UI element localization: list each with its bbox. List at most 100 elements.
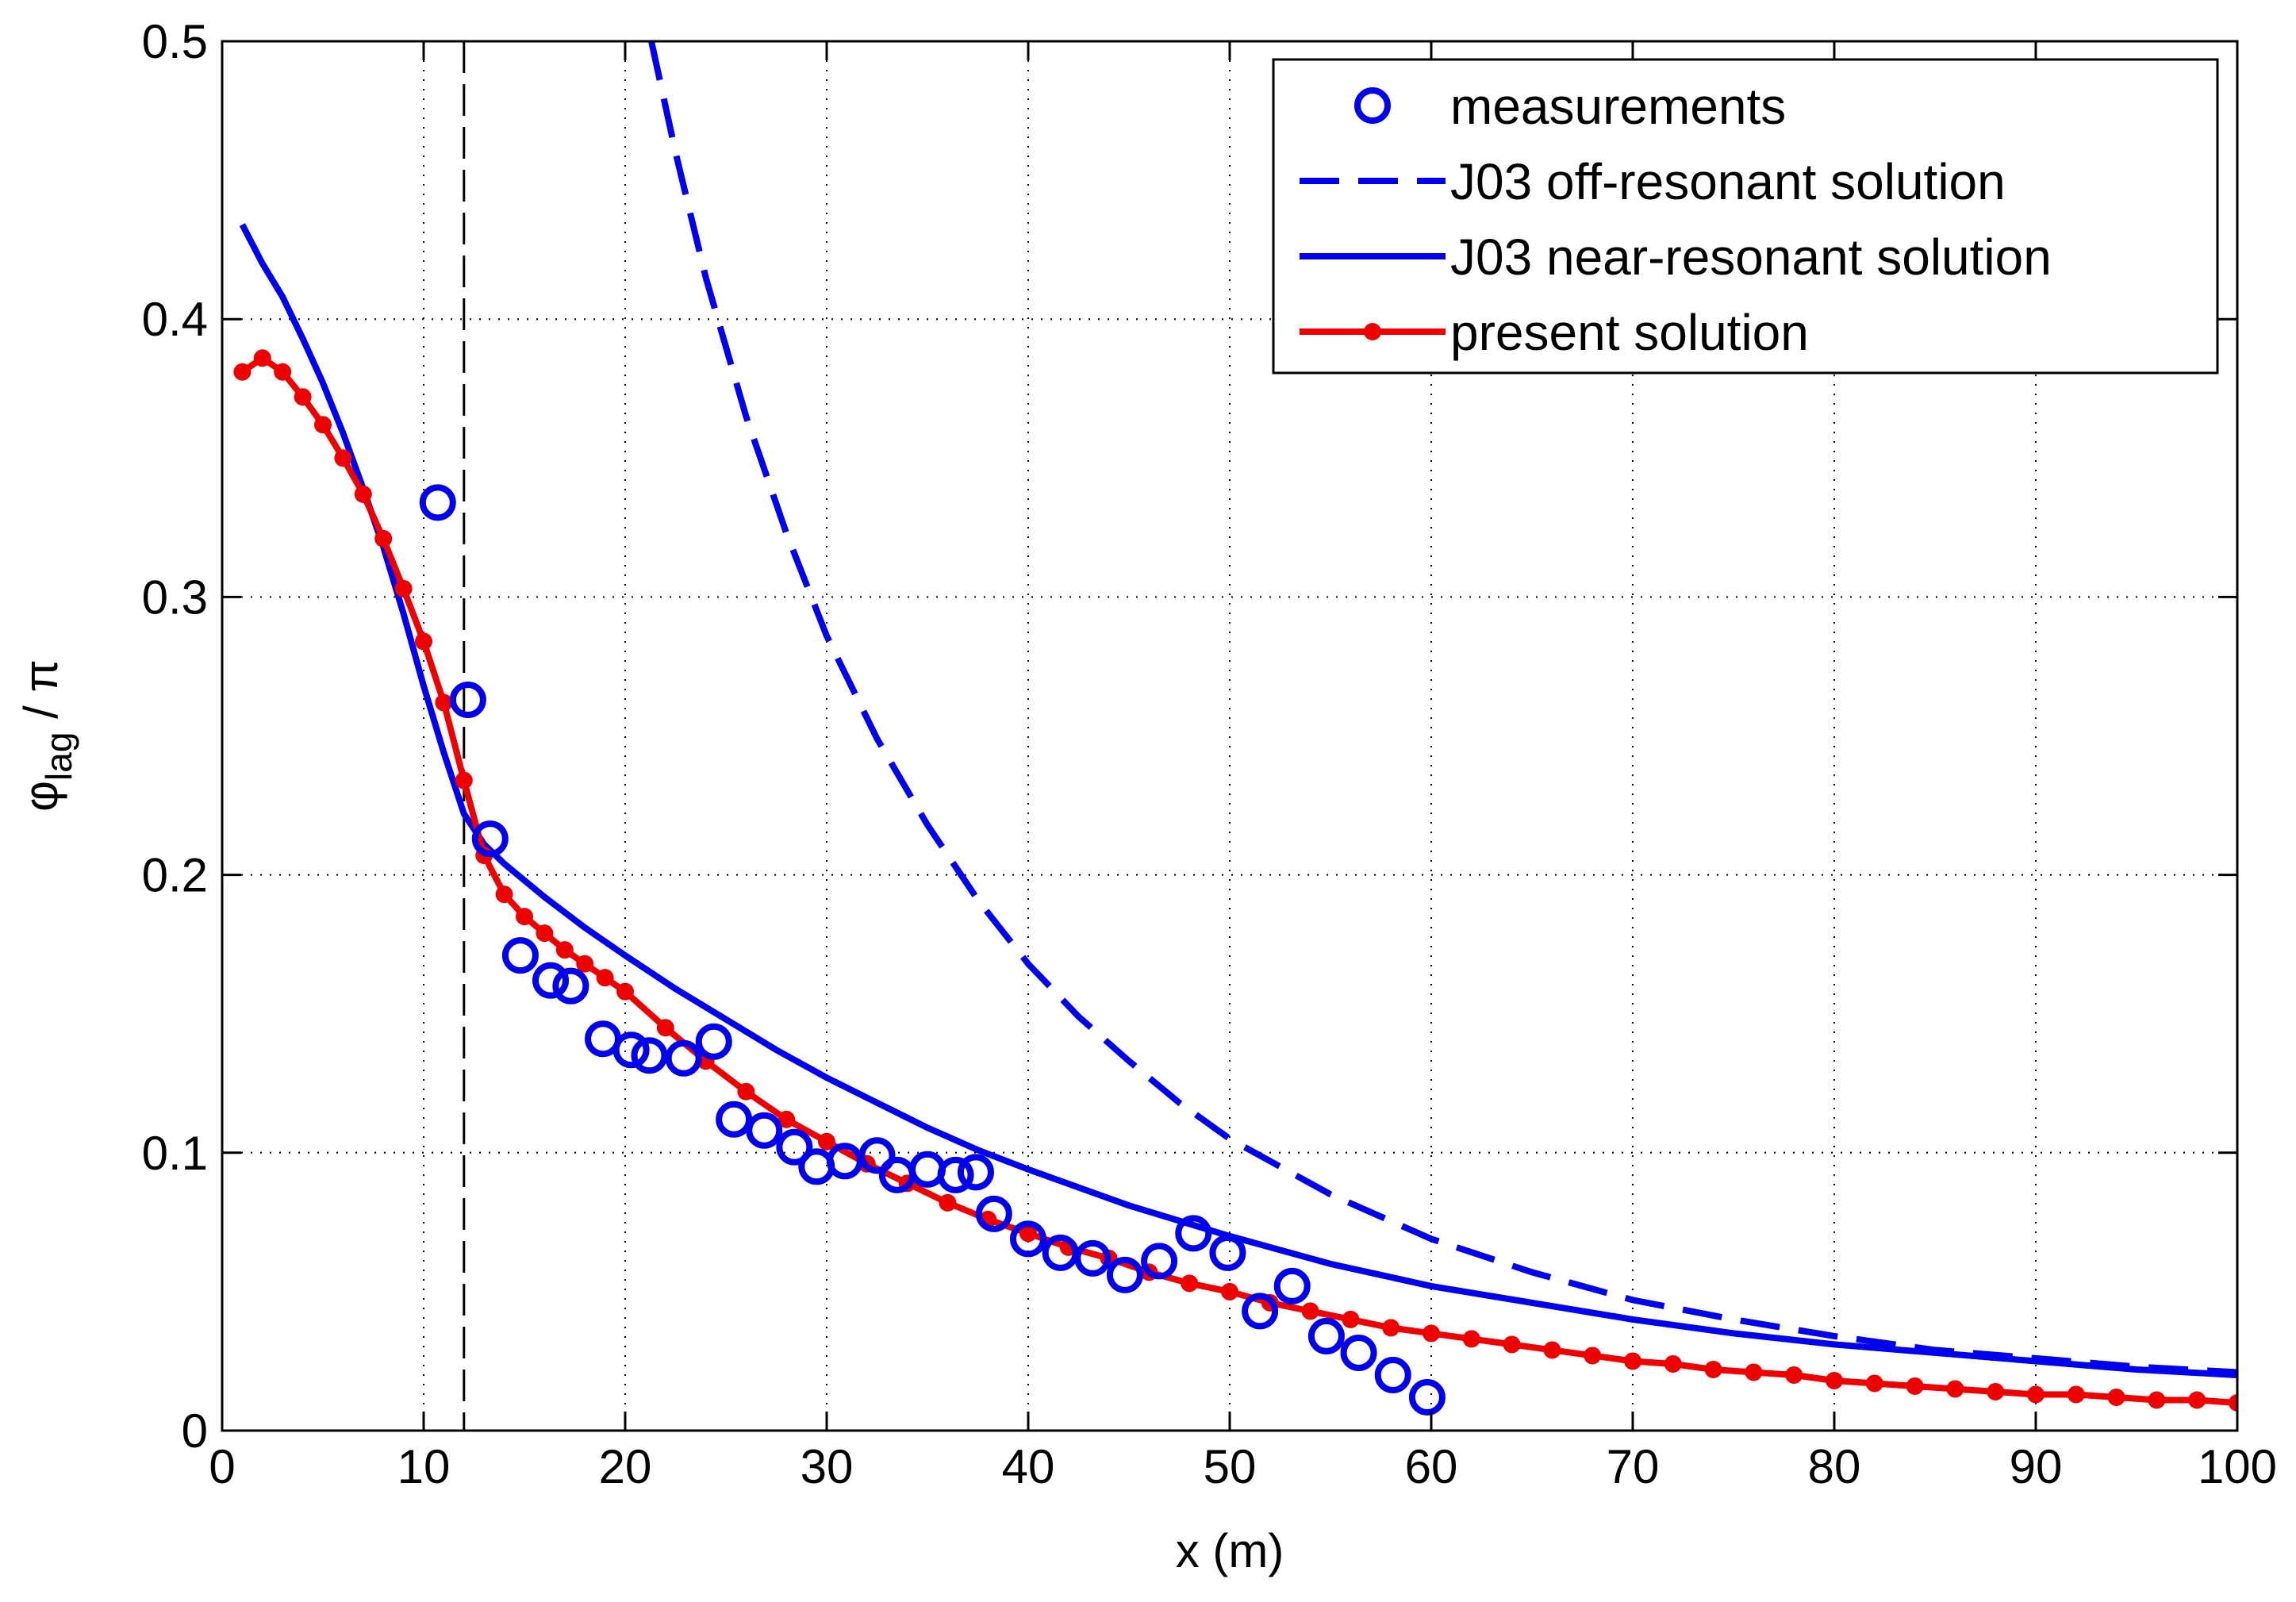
x-tick-label: 80	[1808, 1440, 1861, 1493]
data-point	[1946, 1380, 1964, 1398]
data-point	[314, 416, 332, 434]
y-tick-label: 0.5	[142, 15, 208, 68]
legend-box	[1272, 58, 2219, 375]
plot-series	[233, 41, 2237, 1416]
data-point	[1785, 1366, 1803, 1384]
legend-label-measurements: measurements	[1450, 78, 1786, 135]
data-point	[294, 388, 312, 406]
data-point	[532, 962, 570, 999]
data-point	[1865, 1374, 1883, 1393]
data-point	[975, 1195, 1012, 1232]
data-point	[737, 1082, 755, 1101]
x-tick-label: 0	[209, 1440, 235, 1493]
data-point	[1141, 1243, 1178, 1280]
data-point	[253, 349, 271, 367]
data-point	[576, 955, 594, 973]
data-point	[1543, 1341, 1561, 1359]
data-point	[957, 1154, 994, 1191]
data-point	[233, 363, 251, 381]
x-tick-label: 90	[2010, 1440, 2063, 1493]
y-axis-title-suffix: / π	[14, 659, 67, 732]
data-point	[1010, 1220, 1046, 1258]
data-point	[1664, 1354, 1682, 1373]
y-tick-label: 0.2	[142, 849, 208, 902]
y-tick-label: 0.4	[142, 293, 208, 346]
y-axis-title-symbol: φ	[14, 781, 67, 812]
data-point	[695, 1023, 732, 1060]
data-point	[616, 982, 634, 1001]
data-point	[746, 1112, 783, 1149]
y-axis-title: φlag / π	[14, 659, 79, 812]
data-point	[1106, 1256, 1143, 1293]
y-tick-label: 0	[182, 1404, 208, 1458]
data-point	[665, 1039, 702, 1077]
data-point	[716, 1101, 753, 1138]
data-point	[776, 1128, 813, 1166]
data-point	[1704, 1360, 1722, 1378]
data-point	[2067, 1385, 2085, 1404]
data-point	[334, 449, 352, 467]
data-point	[1273, 1267, 1311, 1304]
data-point	[1019, 1224, 1037, 1243]
y-tick-label: 0.1	[142, 1127, 208, 1180]
series-j03-off-resonant-solution	[648, 41, 2237, 1376]
data-point	[1906, 1377, 1924, 1395]
data-point	[471, 820, 509, 858]
data-point	[858, 1137, 896, 1174]
data-point	[1374, 1356, 1411, 1393]
legend-label-off-resonant: J03 off-resonant solution	[1450, 153, 2006, 210]
data-point	[2107, 1388, 2125, 1406]
x-tick-label: 20	[599, 1440, 652, 1493]
data-point	[1209, 1234, 1246, 1271]
data-point	[495, 886, 513, 904]
x-tick-label: 100	[2198, 1440, 2277, 1493]
x-tick-label: 50	[1204, 1440, 1257, 1493]
data-point	[596, 969, 614, 987]
data-point	[1423, 1324, 1440, 1343]
data-point	[435, 693, 453, 712]
data-point	[1301, 1302, 1319, 1320]
data-point	[2027, 1385, 2045, 1404]
data-point	[777, 1110, 796, 1128]
data-point	[516, 908, 533, 926]
data-point	[419, 484, 456, 521]
y-tick-label: 0.3	[142, 570, 208, 624]
data-point	[374, 529, 393, 547]
x-tick-label: 10	[397, 1440, 451, 1493]
data-point	[415, 632, 432, 651]
legend-marker-present	[1364, 323, 1381, 340]
data-point	[1242, 1293, 1279, 1330]
data-point	[937, 1156, 974, 1193]
data-point	[1624, 1352, 1641, 1370]
series-line	[648, 41, 2237, 1376]
data-point	[1340, 1334, 1377, 1371]
data-point	[555, 941, 574, 959]
data-point	[1382, 1319, 1400, 1337]
data-point	[1074, 1239, 1112, 1277]
data-point	[2148, 1391, 2166, 1409]
data-point	[501, 937, 539, 974]
data-point	[1503, 1335, 1521, 1354]
data-point	[354, 485, 372, 503]
data-point	[1181, 1274, 1199, 1293]
data-point	[1175, 1215, 1212, 1252]
data-point	[274, 363, 292, 381]
legend-label-near-resonant: J03 near-resonant solution	[1450, 229, 2052, 286]
x-tick-label: 60	[1405, 1440, 1458, 1493]
data-point	[631, 1037, 668, 1074]
axis-ticks	[221, 40, 2239, 1432]
data-point	[1342, 1310, 1360, 1328]
data-point	[1745, 1363, 1763, 1381]
data-point	[2188, 1391, 2206, 1409]
data-point	[2229, 1393, 2237, 1412]
data-point	[1462, 1330, 1480, 1348]
data-point	[939, 1193, 957, 1212]
legend-marker-measurements	[1354, 87, 1391, 124]
x-axis-title: x (m)	[1176, 1524, 1284, 1577]
data-point	[449, 681, 486, 718]
legend-label-present: present solution	[1450, 304, 1809, 361]
data-point	[552, 967, 589, 1005]
data-point	[1826, 1371, 1843, 1389]
x-tick-label: 40	[1002, 1440, 1055, 1493]
